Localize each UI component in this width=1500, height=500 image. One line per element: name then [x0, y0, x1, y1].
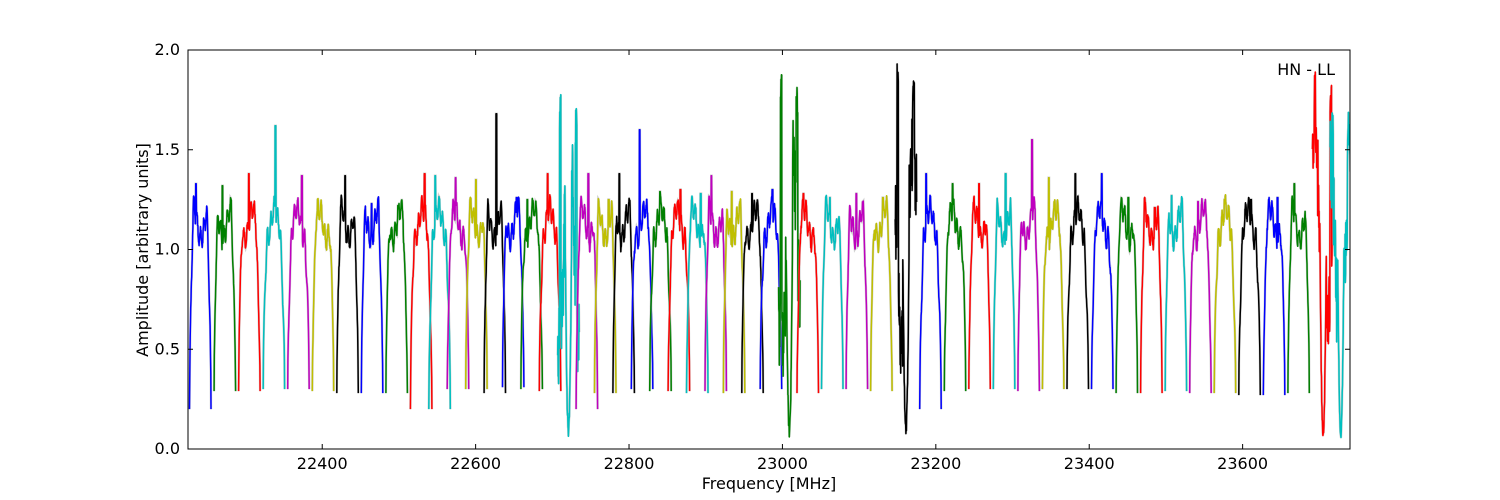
band-series-line — [820, 194, 844, 390]
band-series-line — [759, 188, 783, 390]
band-series-line — [1017, 139, 1041, 392]
tick-layer: 22400 22600 22800 23000 23200 23400 23600 0.0 0.… — [155, 40, 1350, 473]
x-tick-label: 23000 — [757, 454, 808, 473]
x-tick-label: 22600 — [450, 454, 501, 473]
band-series-line — [538, 172, 562, 392]
series-layer — [188, 63, 1350, 439]
band-series-line — [385, 199, 409, 394]
y-tick-label: 1.5 — [155, 140, 180, 159]
band-series-line — [428, 174, 452, 410]
band-series-line — [286, 174, 310, 390]
band-series-line — [213, 184, 237, 392]
x-tick-label: 22400 — [297, 454, 348, 473]
band-series-line — [336, 174, 360, 394]
band-series-line — [237, 172, 261, 392]
band-series-line — [593, 198, 617, 394]
band-series-line — [501, 196, 525, 388]
x-tick-label: 23200 — [910, 454, 961, 473]
band-series-line — [612, 172, 636, 394]
band-series-line — [1115, 196, 1139, 394]
band-series-line — [667, 188, 691, 392]
band-series-line — [1238, 196, 1262, 396]
band-series-line — [1287, 182, 1311, 394]
band-series-line — [1329, 111, 1350, 439]
band-series-line — [894, 63, 918, 435]
band-series-line — [464, 178, 488, 390]
band-series-line — [918, 172, 942, 410]
band-series-line — [1066, 172, 1090, 390]
band-series-line — [1041, 176, 1065, 390]
x-tick-label: 22800 — [604, 454, 655, 473]
band-series-line — [648, 190, 672, 392]
x-tick-label: 23400 — [1064, 454, 1115, 473]
band-series-line — [188, 182, 212, 410]
y-axis-label: Amplitude [arbitrary units] — [133, 143, 152, 357]
y-tick-label: 0.5 — [155, 339, 180, 358]
band-series-line — [992, 172, 1016, 390]
band-series-line — [446, 176, 470, 390]
band-series-line — [968, 182, 992, 390]
band-series-line — [1213, 193, 1237, 394]
band-series-line — [685, 192, 709, 394]
y-tick-label: 2.0 — [155, 40, 180, 59]
band-series-line — [483, 113, 507, 394]
band-series-line — [262, 125, 286, 390]
band-series-line — [1090, 172, 1114, 390]
band-series-line — [1139, 196, 1163, 394]
band-series-line — [409, 172, 433, 410]
band-series-line — [1164, 194, 1188, 392]
band-series-line — [630, 129, 654, 390]
band-series-line — [360, 196, 384, 394]
band-series-line — [777, 73, 801, 438]
band-series-line — [520, 197, 544, 390]
band-series-line — [722, 190, 746, 394]
band-series-line — [796, 192, 820, 394]
y-tick-label: 1.0 — [155, 240, 180, 259]
band-series-line — [704, 174, 728, 392]
band-series-line — [575, 172, 599, 410]
band-series-line — [1262, 196, 1286, 396]
band-series-line — [943, 182, 967, 392]
series-annotation: HN - LL — [1277, 60, 1335, 79]
x-axis-label: Frequency [MHz] — [702, 474, 836, 493]
y-tick-label: 0.0 — [155, 439, 180, 458]
band-series-line — [1311, 71, 1335, 437]
x-tick-label: 23600 — [1217, 454, 1268, 473]
band-series-line — [869, 195, 893, 392]
band-series-line — [1188, 197, 1212, 394]
band-series-line — [741, 192, 764, 394]
band-series-line — [845, 192, 869, 390]
band-series-line — [556, 93, 580, 438]
band-series-line — [311, 197, 335, 392]
